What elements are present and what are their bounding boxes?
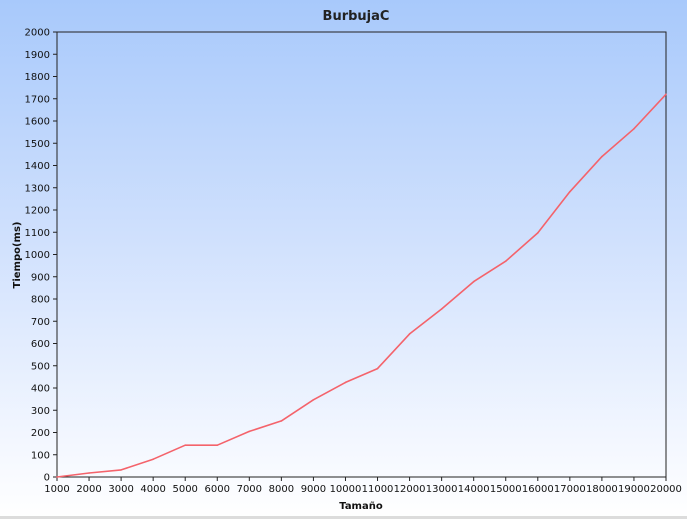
data-point — [56, 476, 58, 478]
data-point — [472, 280, 475, 283]
y-tick-label: 2000 — [25, 28, 50, 39]
x-axis-label: Tamaño — [339, 501, 383, 512]
data-point — [152, 458, 154, 461]
data-point — [344, 381, 347, 384]
y-tick-label: 1800 — [25, 72, 50, 83]
y-tick-label: 500 — [31, 361, 50, 372]
x-tick-label: 16000 — [522, 484, 554, 495]
y-tick-label: 600 — [31, 339, 50, 350]
x-tick-label: 4000 — [140, 484, 165, 495]
y-tick-label: 200 — [31, 428, 50, 439]
data-point — [184, 444, 187, 446]
y-tick-label: 800 — [31, 295, 50, 306]
x-tick-label: 20000 — [650, 484, 682, 495]
x-tick-label: 18000 — [586, 484, 618, 495]
data-point — [88, 472, 90, 474]
x-tick-label: 6000 — [205, 484, 230, 495]
y-tick-label: 700 — [31, 317, 50, 328]
y-tick-label: 1400 — [25, 161, 50, 172]
x-tick-label: 2000 — [76, 484, 101, 495]
data-point — [216, 444, 219, 446]
data-point — [440, 308, 443, 310]
x-tick-label: 1000 — [44, 484, 69, 495]
data-point — [280, 420, 283, 422]
data-point — [376, 367, 379, 370]
y-tick-label: 1000 — [25, 250, 50, 261]
x-tick-label: 19000 — [618, 484, 650, 495]
bottom-divider — [0, 516, 687, 519]
y-tick-label: 1900 — [25, 50, 50, 61]
x-tick-label: 14000 — [458, 484, 490, 495]
y-tick-label: 1700 — [25, 94, 50, 105]
y-tick-label: 300 — [31, 406, 50, 417]
x-tick-label: 13000 — [426, 484, 458, 495]
y-axis: 0 100 200 300 400 500 600 700 800 900 1000 1100 1200… — [25, 28, 57, 484]
y-tick-label: 1300 — [25, 183, 50, 194]
x-tick-label: 8000 — [269, 484, 294, 495]
data-point — [312, 398, 315, 401]
x-tick-label: 7000 — [237, 484, 262, 495]
series-layer — [56, 93, 667, 478]
chart-title: BurbujaC — [323, 9, 390, 24]
x-tick-label: 10000 — [330, 484, 362, 495]
data-point — [408, 333, 411, 335]
y-tick-label: 100 — [31, 450, 50, 461]
x-tick-label: 17000 — [554, 484, 586, 495]
y-tick-label: 900 — [31, 272, 50, 283]
x-tick-label: 11000 — [362, 484, 394, 495]
y-tick-label: 1500 — [25, 139, 50, 150]
data-point — [248, 430, 251, 433]
data-point — [536, 232, 539, 234]
y-tick-label: 0 — [44, 473, 50, 484]
x-tick-label: 3000 — [108, 484, 133, 495]
y-tick-label: 400 — [31, 384, 50, 395]
x-tick-label: 15000 — [490, 484, 522, 495]
y-axis-label: Tiempo(ms) — [12, 222, 23, 289]
y-tick-label: 1100 — [25, 228, 50, 239]
x-tick-label: 5000 — [172, 484, 197, 495]
y-tick-label: 1600 — [25, 117, 50, 128]
data-point — [504, 260, 507, 262]
x-tick-label: 9000 — [301, 484, 326, 495]
data-point — [569, 190, 571, 193]
x-axis: 1000 2000 3000 4000 5000 6000 7000 8000 9000 1000… — [44, 477, 682, 495]
series-line — [56, 93, 667, 478]
data-point — [120, 469, 122, 471]
plot-area — [56, 31, 667, 478]
x-tick-label: 12000 — [394, 484, 426, 495]
data-point — [601, 155, 603, 158]
data-point — [633, 127, 635, 130]
y-tick-label: 1200 — [25, 206, 50, 217]
data-point — [665, 93, 667, 96]
